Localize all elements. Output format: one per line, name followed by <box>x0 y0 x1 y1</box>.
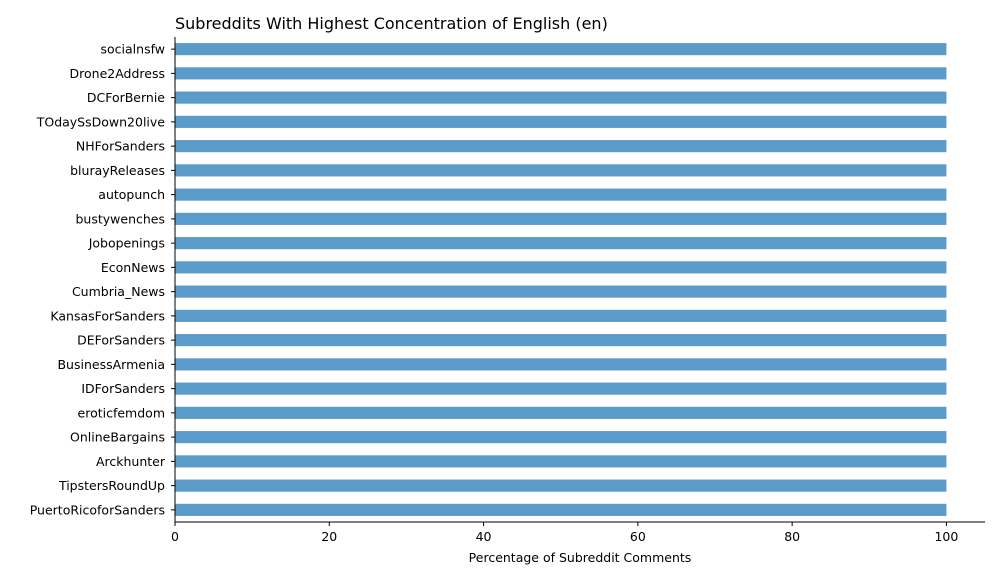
bar <box>175 431 947 444</box>
bar <box>175 164 947 177</box>
y-tick-label: eroticfemdom <box>78 405 165 420</box>
y-tick-label: DEForSanders <box>77 333 165 348</box>
bar <box>175 358 947 371</box>
bar <box>175 140 947 153</box>
plot-frame <box>174 37 985 523</box>
chart-title: Subreddits With Highest Concentration of… <box>175 14 608 33</box>
y-tick-label: DCForBernie <box>87 90 165 105</box>
bar <box>175 188 947 201</box>
y-tick-label: socialnsfw <box>101 42 165 57</box>
y-tick-label: Jobopenings <box>88 236 165 251</box>
bars-group <box>175 43 947 516</box>
y-tick-label: Cumbria_News <box>72 284 165 299</box>
y-tick-label: Drone2Address <box>70 66 165 81</box>
x-tick-label: 40 <box>476 529 492 544</box>
y-tick-label: TOdaySsDown20live <box>36 114 166 129</box>
bar <box>175 382 947 395</box>
y-tick-label: blurayReleases <box>70 163 165 178</box>
x-tick-label: 60 <box>630 529 646 544</box>
x-axis-label: Percentage of Subreddit Comments <box>469 550 692 565</box>
bar <box>175 212 947 225</box>
y-tick-label: PuertoRicoforSanders <box>30 502 165 517</box>
bar <box>175 334 947 347</box>
x-tick-label: 80 <box>784 529 800 544</box>
bar <box>175 455 947 468</box>
y-tick-label: IDForSanders <box>81 381 165 396</box>
bar <box>175 503 947 516</box>
y-tick-label: autopunch <box>98 187 165 202</box>
x-ticks: 0 20 40 60 80 100 <box>171 522 958 544</box>
y-tick-label: Arckhunter <box>96 454 166 469</box>
y-tick-label: NHForSanders <box>76 139 165 154</box>
bar <box>175 261 947 274</box>
y-tick-label: bustywenches <box>75 211 165 226</box>
bar <box>175 115 947 128</box>
y-tick-labels: socialnsfw Drone2Address DCForBernie TOdayS… <box>30 42 175 517</box>
x-tick-label: 0 <box>171 529 179 544</box>
y-tick-label: KansasForSanders <box>50 308 165 323</box>
bar <box>175 67 947 80</box>
x-tick-label: 100 <box>934 529 958 544</box>
y-tick-label: BusinessArmenia <box>57 357 165 372</box>
bar <box>175 237 947 250</box>
bar <box>175 91 947 104</box>
y-tick-label: TipstersRoundUp <box>58 478 165 493</box>
bar <box>175 479 947 492</box>
bar <box>175 43 947 56</box>
bar <box>175 309 947 322</box>
y-tick-label: OnlineBargains <box>70 430 165 445</box>
bar <box>175 285 947 298</box>
bar <box>175 406 947 419</box>
y-tick-label: EconNews <box>101 260 165 275</box>
x-tick-label: 20 <box>321 529 337 544</box>
